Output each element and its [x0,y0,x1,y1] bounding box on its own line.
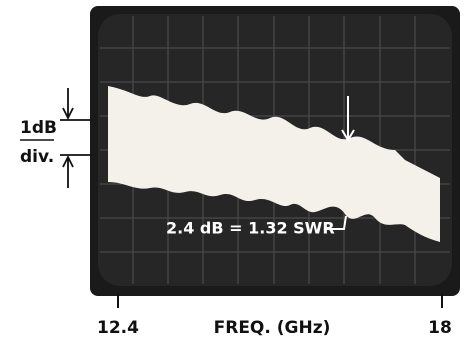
x-axis-label: FREQ. (GHz) [214,318,331,338]
swr-annotation: 2.4 dB = 1.32 SWR [166,219,335,238]
scale-unit: 1dB [20,118,57,138]
x-start-label: 12.4 [97,318,139,338]
scale-per: div. [20,147,54,167]
scope-photo: 2.4 dB = 1.32 SWR 1dB div. 12.4 FREQ. (G… [0,0,464,344]
x-end-label: 18 [428,318,452,338]
